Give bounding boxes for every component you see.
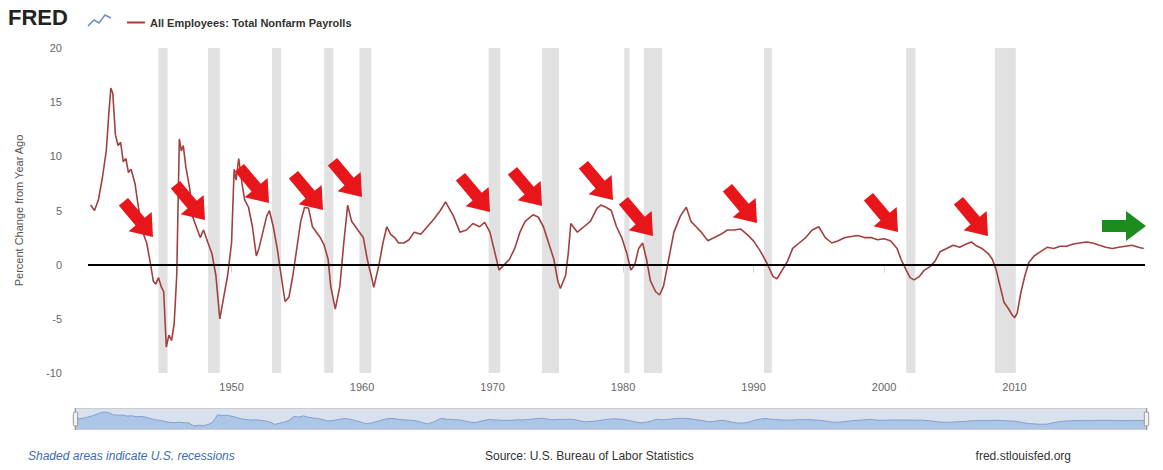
svg-text:-5: -5 [52, 313, 62, 325]
svg-text:Source: U.S. Bureau of Labor S: Source: U.S. Bureau of Labor Statistics [485, 449, 694, 463]
svg-text:1950: 1950 [219, 381, 243, 393]
svg-text:2000: 2000 [872, 381, 896, 393]
svg-text:1980: 1980 [611, 381, 635, 393]
svg-text:20: 20 [50, 42, 62, 54]
svg-text:Shaded areas indicate U.S. rec: Shaded areas indicate U.S. recessions [28, 449, 235, 463]
svg-text:FRED: FRED [8, 5, 68, 30]
svg-text:1970: 1970 [480, 381, 504, 393]
svg-text:2010: 2010 [1002, 381, 1026, 393]
svg-text:fred.stlouisfed.org: fred.stlouisfed.org [976, 449, 1071, 463]
svg-text:0: 0 [56, 259, 62, 271]
svg-text:15: 15 [50, 96, 62, 108]
svg-text:1960: 1960 [350, 381, 374, 393]
svg-text:All Employees: Total Nonfarm P: All Employees: Total Nonfarm Payrolls [150, 17, 352, 29]
svg-text:-10: -10 [46, 367, 62, 379]
svg-text:1990: 1990 [741, 381, 765, 393]
svg-text:5: 5 [56, 205, 62, 217]
svg-text:Percent Change from Year Ago: Percent Change from Year Ago [13, 135, 25, 287]
svg-text:10: 10 [50, 150, 62, 162]
